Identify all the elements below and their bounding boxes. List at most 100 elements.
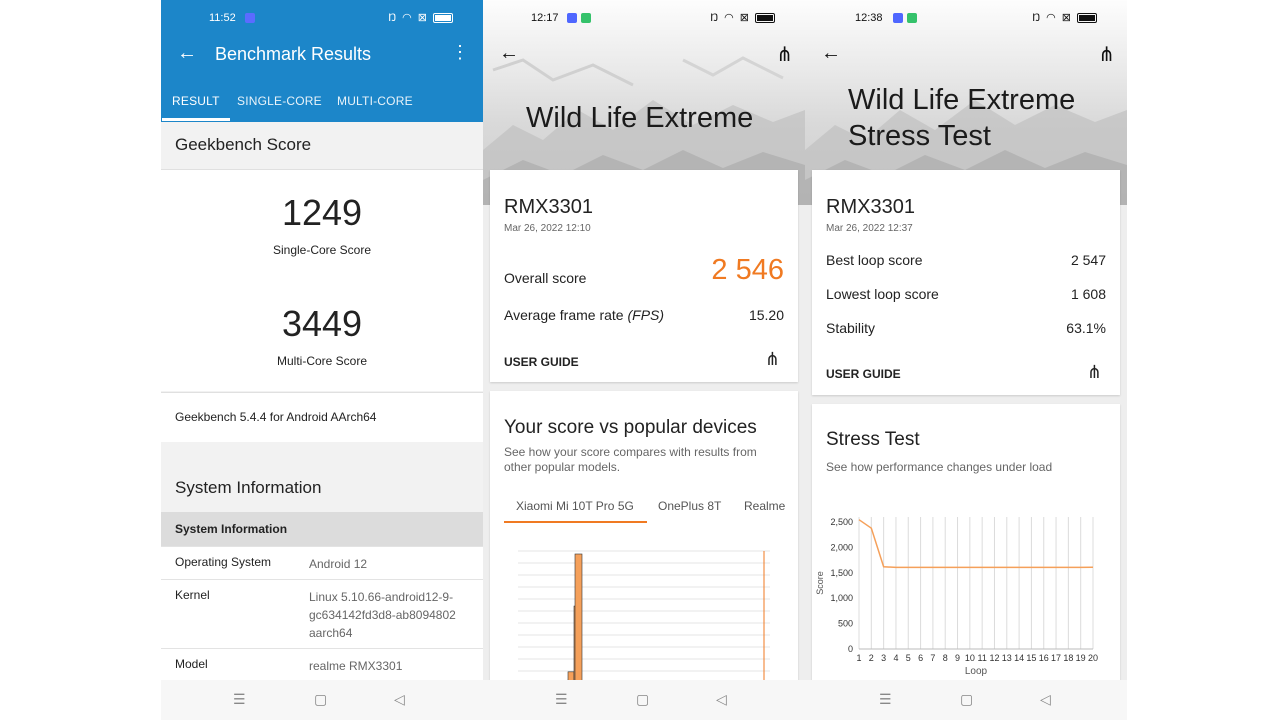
x-tick-label: 3: [881, 653, 886, 663]
overall-score-label: Overall score: [504, 270, 587, 286]
nfc-icon: Ŋ: [710, 11, 719, 24]
status-bar: 11:52 Ŋ ◠ ⊠: [161, 0, 483, 36]
x-axis-label: Loop: [965, 666, 988, 677]
best-loop-label: Best loop score: [826, 252, 923, 268]
compare-card: Your score vs popular devices See how yo…: [490, 391, 798, 691]
home-icon[interactable]: ▢: [636, 691, 650, 707]
share-icon[interactable]: ⋔: [1086, 362, 1102, 382]
user-guide-link[interactable]: USER GUIDE: [504, 355, 579, 369]
single-core-score: 1249: [281, 192, 363, 233]
x-tick-label: 16: [1039, 653, 1049, 663]
back-arrow-icon[interactable]: ←: [177, 42, 197, 64]
x-tick-label: 17: [1051, 653, 1061, 663]
compare-title: Your score vs popular devices: [504, 417, 757, 438]
y-tick-label: 500: [838, 619, 853, 629]
wifi-icon: ◠: [724, 12, 734, 24]
row-key: Operating System: [175, 555, 272, 569]
status-icons: Ŋ ◠ ⊠: [710, 11, 775, 24]
y-tick-label: 1,500: [830, 568, 853, 578]
user-guide-link[interactable]: USER GUIDE: [826, 367, 901, 381]
x-tick-label: 14: [1014, 653, 1024, 663]
home-icon[interactable]: ▢: [314, 691, 328, 707]
lowest-loop-row: Lowest loop score 1 608: [826, 286, 1106, 302]
histogram-chart: [518, 550, 770, 691]
status-time: 12:38: [855, 12, 883, 24]
row-value: Android 12: [309, 557, 368, 571]
best-loop-value: 2 547: [1070, 252, 1106, 268]
stress-chart-subtitle: See how performance changes under load: [826, 460, 1053, 474]
x-tick-label: 7: [930, 653, 935, 663]
compare-subtitle: See how your score compares with results…: [504, 445, 757, 474]
x-tick-label: 5: [906, 653, 911, 663]
menu-icon[interactable]: ☰: [233, 691, 246, 707]
row-value: Linux 5.10.66-android12-9-gc634142fd3d8-…: [309, 590, 456, 640]
sim-icon: ⊠: [417, 12, 427, 24]
nfc-icon: Ŋ: [1032, 11, 1041, 24]
x-tick-label: 9: [955, 653, 960, 663]
status-time: 12:17: [531, 12, 559, 24]
single-core-label: Single-Core Score: [272, 243, 372, 257]
active-tab-indicator: [504, 521, 647, 523]
share-icon[interactable]: ⋔: [776, 44, 793, 66]
table-row: Kernel Linux 5.10.66-android12-9-gc63414…: [161, 579, 483, 648]
lowest-loop-label: Lowest loop score: [826, 286, 939, 302]
wildlife-extreme-screen: 12:17 Ŋ ◠ ⊠ ← ⋔ Wild Life Extreme RMX330…: [483, 0, 805, 720]
back-icon[interactable]: ◁: [716, 691, 727, 707]
row-value: realme RMX3301: [309, 659, 403, 673]
system-nav-bar: ☰ ▢ ◁: [483, 680, 805, 720]
home-icon[interactable]: ▢: [960, 691, 974, 707]
status-bar: 12:38 Ŋ ◠ ⊠: [805, 0, 1127, 36]
share-icon[interactable]: ⋔: [764, 349, 780, 369]
y-tick-label: 2,000: [830, 542, 853, 552]
back-icon[interactable]: ◁: [1040, 691, 1051, 707]
system-information-heading: System Information: [175, 478, 322, 497]
tab-multi-core[interactable]: MULTI-CORE: [337, 94, 413, 108]
battery-icon: [1077, 12, 1097, 23]
x-tick-label: 8: [943, 653, 948, 663]
stability-label: Stability: [826, 320, 876, 336]
menu-icon[interactable]: ☰: [555, 691, 568, 707]
y-tick-label: 1,000: [830, 593, 853, 603]
x-tick-label: 19: [1076, 653, 1086, 663]
tab-single-core[interactable]: SINGLE-CORE: [237, 94, 322, 108]
nfc-icon: Ŋ: [388, 11, 397, 24]
back-arrow-icon[interactable]: ←: [821, 42, 841, 64]
fps-value: 15.20: [748, 307, 784, 323]
x-tick-label: 20: [1088, 653, 1098, 663]
y-axis-label: Score: [815, 571, 825, 595]
row-key: Model: [175, 657, 208, 671]
stress-chart-card: Stress Test See how performance changes …: [812, 404, 1120, 694]
notification-icon: [581, 13, 591, 23]
battery-icon: [433, 12, 453, 23]
back-icon[interactable]: ◁: [394, 691, 405, 707]
system-nav-bar: ☰ ▢ ◁: [161, 680, 483, 720]
x-tick-label: 6: [918, 653, 923, 663]
x-tick-label: 13: [1002, 653, 1012, 663]
tab-realme[interactable]: Realme: [744, 499, 786, 513]
best-loop-row: Best loop score 2 547: [826, 252, 1106, 268]
benchmark-title-line2: Stress Test: [848, 120, 991, 152]
tab-xiaomi[interactable]: Xiaomi Mi 10T Pro 5G: [516, 499, 634, 513]
stress-test-screen: 12:38 Ŋ ◠ ⊠ ← ⋔ Wild Life Extreme Stress…: [805, 0, 1127, 720]
more-options-icon[interactable]: ⋮: [451, 42, 469, 62]
app-bar: 11:52 Ŋ ◠ ⊠ ← Benchmark Results ⋮ RESULT…: [161, 0, 483, 122]
x-tick-label: 12: [989, 653, 999, 663]
fps-row: Average frame rate (FPS) 15.20: [504, 307, 784, 323]
wifi-icon: ◠: [402, 12, 412, 24]
result-date: Mar 26, 2022 12:10: [504, 223, 591, 234]
notification-icon: [893, 13, 903, 23]
notification-icon: [567, 13, 577, 23]
system-nav-bar: ☰ ▢ ◁: [805, 680, 1127, 720]
menu-icon[interactable]: ☰: [879, 691, 892, 707]
multi-core-score: 3449: [281, 303, 363, 344]
result-card: RMX3301 Mar 26, 2022 12:37 Best loop sco…: [812, 170, 1120, 395]
tab-result[interactable]: RESULT: [162, 94, 230, 121]
stress-chart-title: Stress Test: [826, 429, 920, 450]
result-card: RMX3301 Mar 26, 2022 12:10 Overall score…: [490, 170, 798, 382]
back-arrow-icon[interactable]: ←: [499, 42, 519, 64]
notification-icon: [907, 13, 917, 23]
share-icon[interactable]: ⋔: [1098, 44, 1115, 66]
tab-oneplus[interactable]: OnePlus 8T: [658, 499, 722, 513]
device-name: RMX3301: [826, 196, 915, 218]
